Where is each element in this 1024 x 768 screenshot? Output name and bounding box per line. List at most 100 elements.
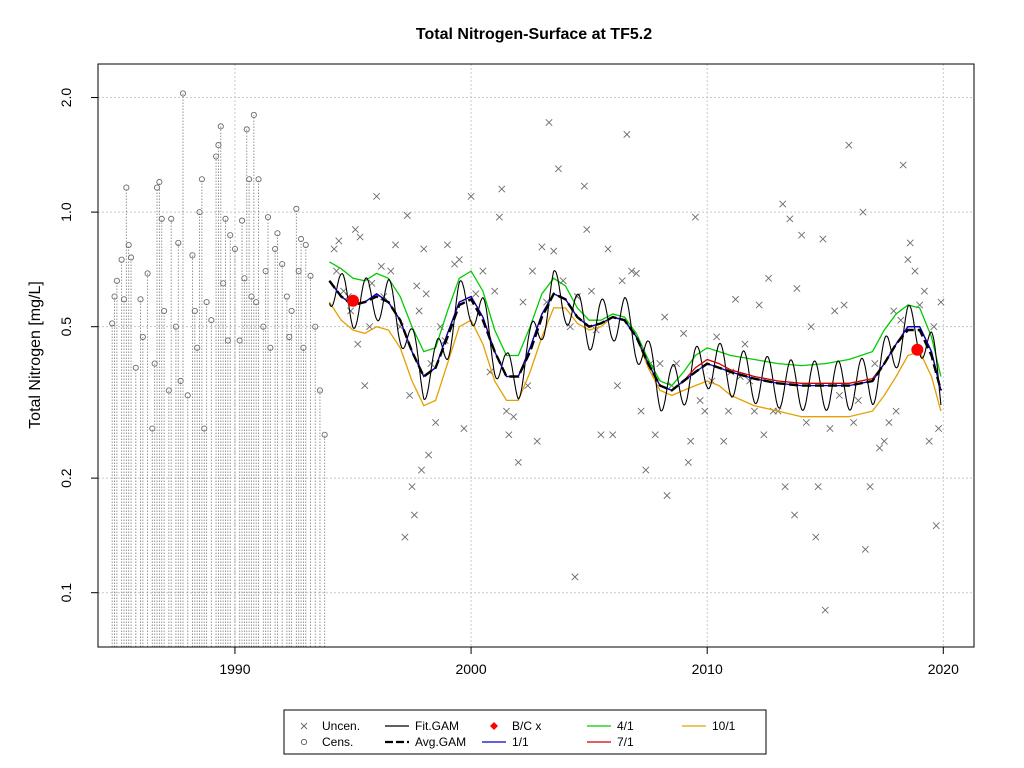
uncensored-point bbox=[937, 298, 945, 306]
uncensored-point bbox=[835, 391, 843, 399]
uncensored-point bbox=[845, 141, 853, 149]
uncensored-point bbox=[821, 606, 829, 614]
cross-stroke bbox=[351, 226, 359, 234]
uncensored-point bbox=[432, 419, 440, 427]
legend-label: Avg.GAM bbox=[415, 735, 466, 749]
censored-point bbox=[217, 123, 224, 130]
uncensored-point bbox=[779, 200, 787, 208]
uncensored-point bbox=[637, 407, 645, 415]
cross-stroke bbox=[760, 431, 768, 439]
cross-stroke bbox=[410, 511, 418, 519]
censored-point bbox=[243, 126, 250, 133]
censored-point bbox=[279, 261, 286, 268]
uncensored-point bbox=[554, 165, 562, 173]
cross-stroke bbox=[356, 233, 364, 241]
uncensored-point bbox=[406, 391, 414, 399]
cross-stroke bbox=[732, 295, 740, 303]
legend-entry: Fit.GAM bbox=[385, 719, 459, 733]
cross-stroke bbox=[613, 382, 621, 390]
uncensored-point bbox=[545, 118, 553, 126]
uncensored-point bbox=[802, 419, 810, 427]
uncensored-point bbox=[892, 407, 900, 415]
cross-stroke bbox=[550, 247, 558, 255]
cross-stroke bbox=[344, 293, 352, 301]
y-tick-label: 0.1 bbox=[58, 583, 74, 603]
legend-label: 4/1 bbox=[617, 719, 634, 733]
censored-point bbox=[321, 431, 328, 438]
cross-stroke bbox=[406, 391, 414, 399]
cross-stroke bbox=[413, 282, 421, 290]
uncensored-point bbox=[911, 267, 919, 275]
censored-point bbox=[203, 299, 210, 306]
uncensored-point bbox=[691, 213, 699, 221]
legend-entry: B/C x bbox=[490, 719, 541, 733]
cross-stroke bbox=[850, 419, 858, 427]
cross-stroke bbox=[403, 211, 411, 219]
censored-point bbox=[307, 272, 314, 279]
uncensored-point bbox=[885, 419, 893, 427]
cross-stroke bbox=[623, 130, 631, 138]
cross-stroke bbox=[937, 298, 945, 306]
censored-point bbox=[316, 387, 324, 394]
uncensored-point bbox=[332, 267, 340, 275]
cross-stroke bbox=[845, 141, 853, 149]
cross-stroke bbox=[479, 267, 487, 275]
cross-stroke bbox=[335, 237, 343, 245]
censored-point bbox=[300, 344, 307, 351]
legend-label: 1/1 bbox=[512, 735, 529, 749]
cross-stroke bbox=[861, 545, 869, 553]
cross-stroke bbox=[417, 466, 426, 474]
cross-stroke bbox=[538, 243, 546, 251]
censored-point bbox=[213, 153, 220, 160]
uncensored-point bbox=[831, 307, 839, 315]
uncensored-point bbox=[866, 483, 874, 491]
uncensored-point bbox=[354, 340, 362, 348]
x-axis: 1990 2000 2010 2020 bbox=[219, 646, 959, 677]
uncensored-point bbox=[403, 211, 411, 219]
uncensored-point bbox=[663, 492, 671, 500]
censored-point bbox=[179, 90, 187, 97]
cross-stroke bbox=[812, 533, 820, 541]
uncensored-point bbox=[897, 316, 905, 324]
uncensored-point bbox=[798, 231, 806, 239]
uncensored-point bbox=[750, 407, 758, 415]
uncensored-point bbox=[724, 407, 732, 415]
legend-label: B/C x bbox=[512, 719, 541, 733]
cross-stroke bbox=[840, 301, 848, 309]
censored-point bbox=[149, 425, 156, 432]
cross-stroke bbox=[741, 340, 749, 348]
censored-point bbox=[158, 215, 165, 222]
legend-entry: Cens. bbox=[300, 735, 353, 749]
cross-stroke bbox=[871, 360, 879, 368]
uncensored-point bbox=[765, 274, 773, 282]
cross-stroke bbox=[814, 483, 822, 491]
cross-stroke bbox=[401, 533, 409, 541]
cross-stroke bbox=[571, 573, 579, 581]
legend-entry: 7/1 bbox=[587, 735, 634, 749]
cross-stroke bbox=[724, 407, 732, 415]
y-axis: 0.1 0.2 0.5 1.0 2.0 bbox=[58, 88, 98, 603]
uncensored-point bbox=[890, 307, 898, 315]
uncensored-point bbox=[687, 437, 695, 445]
cross-stroke bbox=[899, 161, 907, 169]
censored-point bbox=[250, 111, 257, 119]
cross-stroke bbox=[911, 267, 919, 275]
censored-point bbox=[156, 178, 163, 186]
censored-point bbox=[125, 241, 132, 248]
censored-point bbox=[298, 235, 305, 243]
uncensored-point bbox=[356, 233, 364, 241]
cross-stroke bbox=[781, 483, 789, 491]
cross-stroke bbox=[854, 396, 862, 404]
uncensored-point bbox=[696, 396, 704, 404]
legend-cross bbox=[300, 722, 308, 730]
uncensored-point bbox=[786, 215, 794, 223]
cross-stroke bbox=[831, 307, 839, 315]
cross-stroke bbox=[467, 192, 475, 200]
uncensored-point bbox=[427, 360, 435, 368]
censored-point bbox=[175, 239, 182, 246]
cross-stroke bbox=[906, 239, 914, 247]
uncensored-point bbox=[618, 277, 626, 285]
cross-stroke bbox=[750, 407, 758, 415]
uncensored-point bbox=[793, 284, 801, 292]
cross-stroke bbox=[528, 267, 536, 275]
